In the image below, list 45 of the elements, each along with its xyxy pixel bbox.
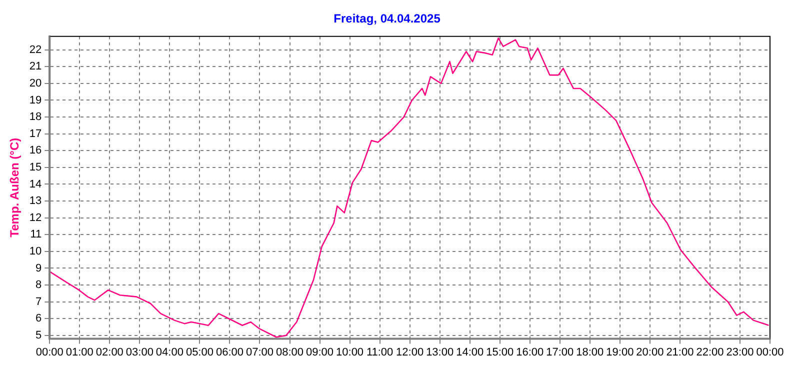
y-tick-label: 11 <box>30 228 42 241</box>
x-tick-label: 12:00 <box>396 346 424 358</box>
x-tick-label: 14:00 <box>456 346 484 358</box>
x-tick-label: 18:00 <box>576 346 604 358</box>
x-tick-label: 23:00 <box>726 346 754 358</box>
x-tick-label: 00:00 <box>36 346 64 358</box>
y-tick-label: 13 <box>29 195 42 208</box>
x-tick-label: 09:00 <box>306 346 334 358</box>
x-tick-label: 08:00 <box>276 346 304 358</box>
x-tick-label: 21:00 <box>666 346 694 358</box>
chart-title: Freitag, 04.04.2025 <box>334 12 441 26</box>
x-tick-label: 11:00 <box>366 346 394 358</box>
x-tick-label: 06:00 <box>216 346 244 358</box>
y-tick-label: 16 <box>29 144 42 157</box>
x-tick-label: 15:00 <box>486 346 514 358</box>
y-tick-label: 17 <box>29 128 42 140</box>
y-tick-label: 8 <box>36 279 42 292</box>
y-tick-label: 22 <box>29 44 42 56</box>
x-tick-label: 03:00 <box>126 346 154 358</box>
x-tick-label: 10:00 <box>336 346 364 358</box>
x-tick-label: 07:00 <box>246 346 274 358</box>
y-tick-label: 5 <box>36 329 42 342</box>
x-tick-label: 17:00 <box>546 346 574 358</box>
y-tick-label: 14 <box>29 178 42 190</box>
y-tick-label: 9 <box>36 262 42 274</box>
y-tick-label: 19 <box>29 94 42 106</box>
y-tick-label: 12 <box>29 212 42 224</box>
x-tick-label: 04:00 <box>156 346 184 358</box>
x-tick-label: 19:00 <box>606 346 634 358</box>
x-tick-label: 22:00 <box>696 346 724 358</box>
x-tick-label: 20:00 <box>636 346 664 358</box>
x-tick-label: 01:00 <box>66 346 94 358</box>
x-tick-label: 05:00 <box>186 346 214 358</box>
y-tick-label: 20 <box>29 77 42 90</box>
y-axis-title: Temp. Außen (°C) <box>8 138 22 238</box>
y-tick-label: 7 <box>36 296 42 308</box>
x-tick-label: 16:00 <box>516 346 544 358</box>
x-tick-label: 00:00 <box>756 346 784 358</box>
y-tick-label: 10 <box>29 245 42 258</box>
x-tick-label: 13:00 <box>426 346 454 358</box>
y-tick-label: 15 <box>29 161 42 174</box>
y-tick-label: 18 <box>29 111 42 124</box>
y-tick-label: 21 <box>29 60 42 73</box>
x-tick-label: 02:00 <box>96 346 124 358</box>
y-tick-label: 6 <box>36 312 42 325</box>
